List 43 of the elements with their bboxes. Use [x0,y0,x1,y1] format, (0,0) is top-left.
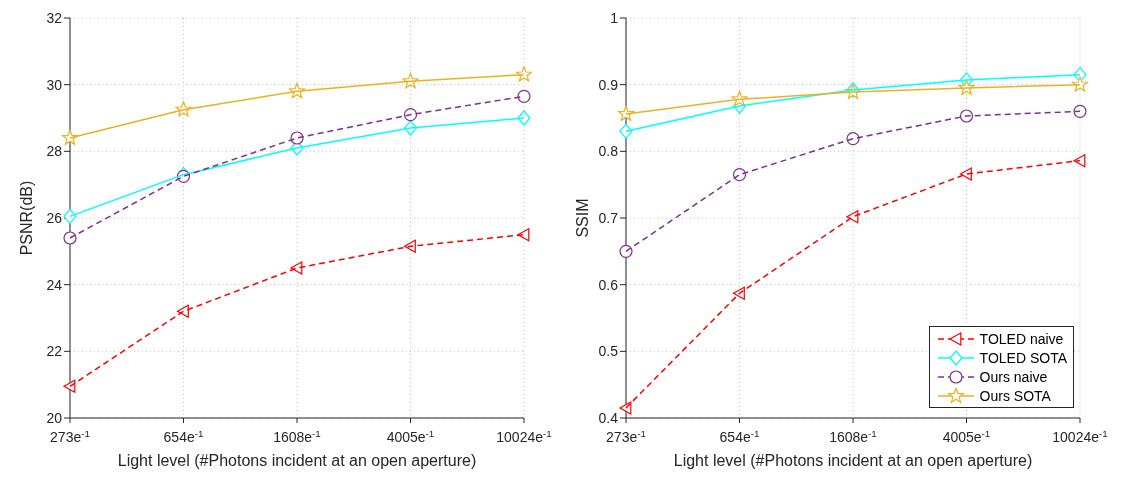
point [63,208,77,224]
y-tick-label: 26 [46,209,63,226]
x-tick-label: 10024e$^{-1}$ [496,427,552,445]
point [1073,104,1087,118]
y-tick-label: 30 [46,76,63,93]
legend-label: TOLED naive [979,330,1064,347]
y-tick-label: 0.6 [598,276,619,293]
y-tick-label: 0.5 [598,343,619,360]
y-axis-title: PSNR(dB) [17,180,35,256]
point [517,89,531,103]
y-tick-label: 0.8 [598,143,619,160]
x-tick-label: 1608e$^{-1}$ [829,427,877,445]
x-tick-label: 654e$^{-1}$ [719,427,760,445]
x-tick-label: 273e$^{-1}$ [606,427,646,445]
point [290,131,304,145]
x-tick-label: 1608e$^{-1}$ [273,427,321,445]
point [619,123,633,139]
legend-label: Ours naive [979,368,1048,385]
y-tick-label: 0.9 [598,76,619,93]
x-tick-label: 4005e$^{-1}$ [942,427,991,445]
y-tick-label: 24 [46,276,63,293]
x-tick-label: 4005e$^{-1}$ [386,427,435,445]
y-tick-label: 1 [610,9,619,26]
y-tick-label: 20 [46,409,63,426]
legend-label: TOLED SOTA [979,349,1067,366]
y-tick-label: 28 [46,143,63,160]
legend-label: Ours SOTA [979,387,1051,404]
point [63,231,77,245]
y-tick-label: 0.7 [598,209,619,226]
x-tick-label: 654e$^{-1}$ [163,427,204,445]
y-tick-label: 0.4 [598,409,619,426]
x-tick-label: 10024e$^{-1}$ [1052,427,1108,445]
y-tick-label: 32 [46,9,63,26]
point [515,66,533,82]
point [619,244,633,258]
y-tick-label: 22 [46,343,63,360]
x-tick-label: 273e$^{-1}$ [50,427,90,445]
x-axis-title: Light level (#Photons incident at an open aperture) [117,452,477,469]
point [959,167,972,181]
x-axis-title: Light level (#Photons incident at an open aperture) [673,452,1033,469]
point [403,108,418,122]
y-axis-title: SSIM [573,198,591,238]
point [1071,76,1089,92]
